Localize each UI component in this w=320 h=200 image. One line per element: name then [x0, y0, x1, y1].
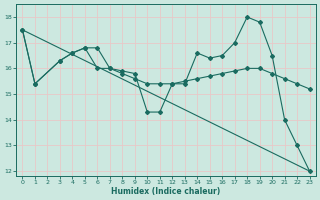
X-axis label: Humidex (Indice chaleur): Humidex (Indice chaleur) — [111, 187, 221, 196]
